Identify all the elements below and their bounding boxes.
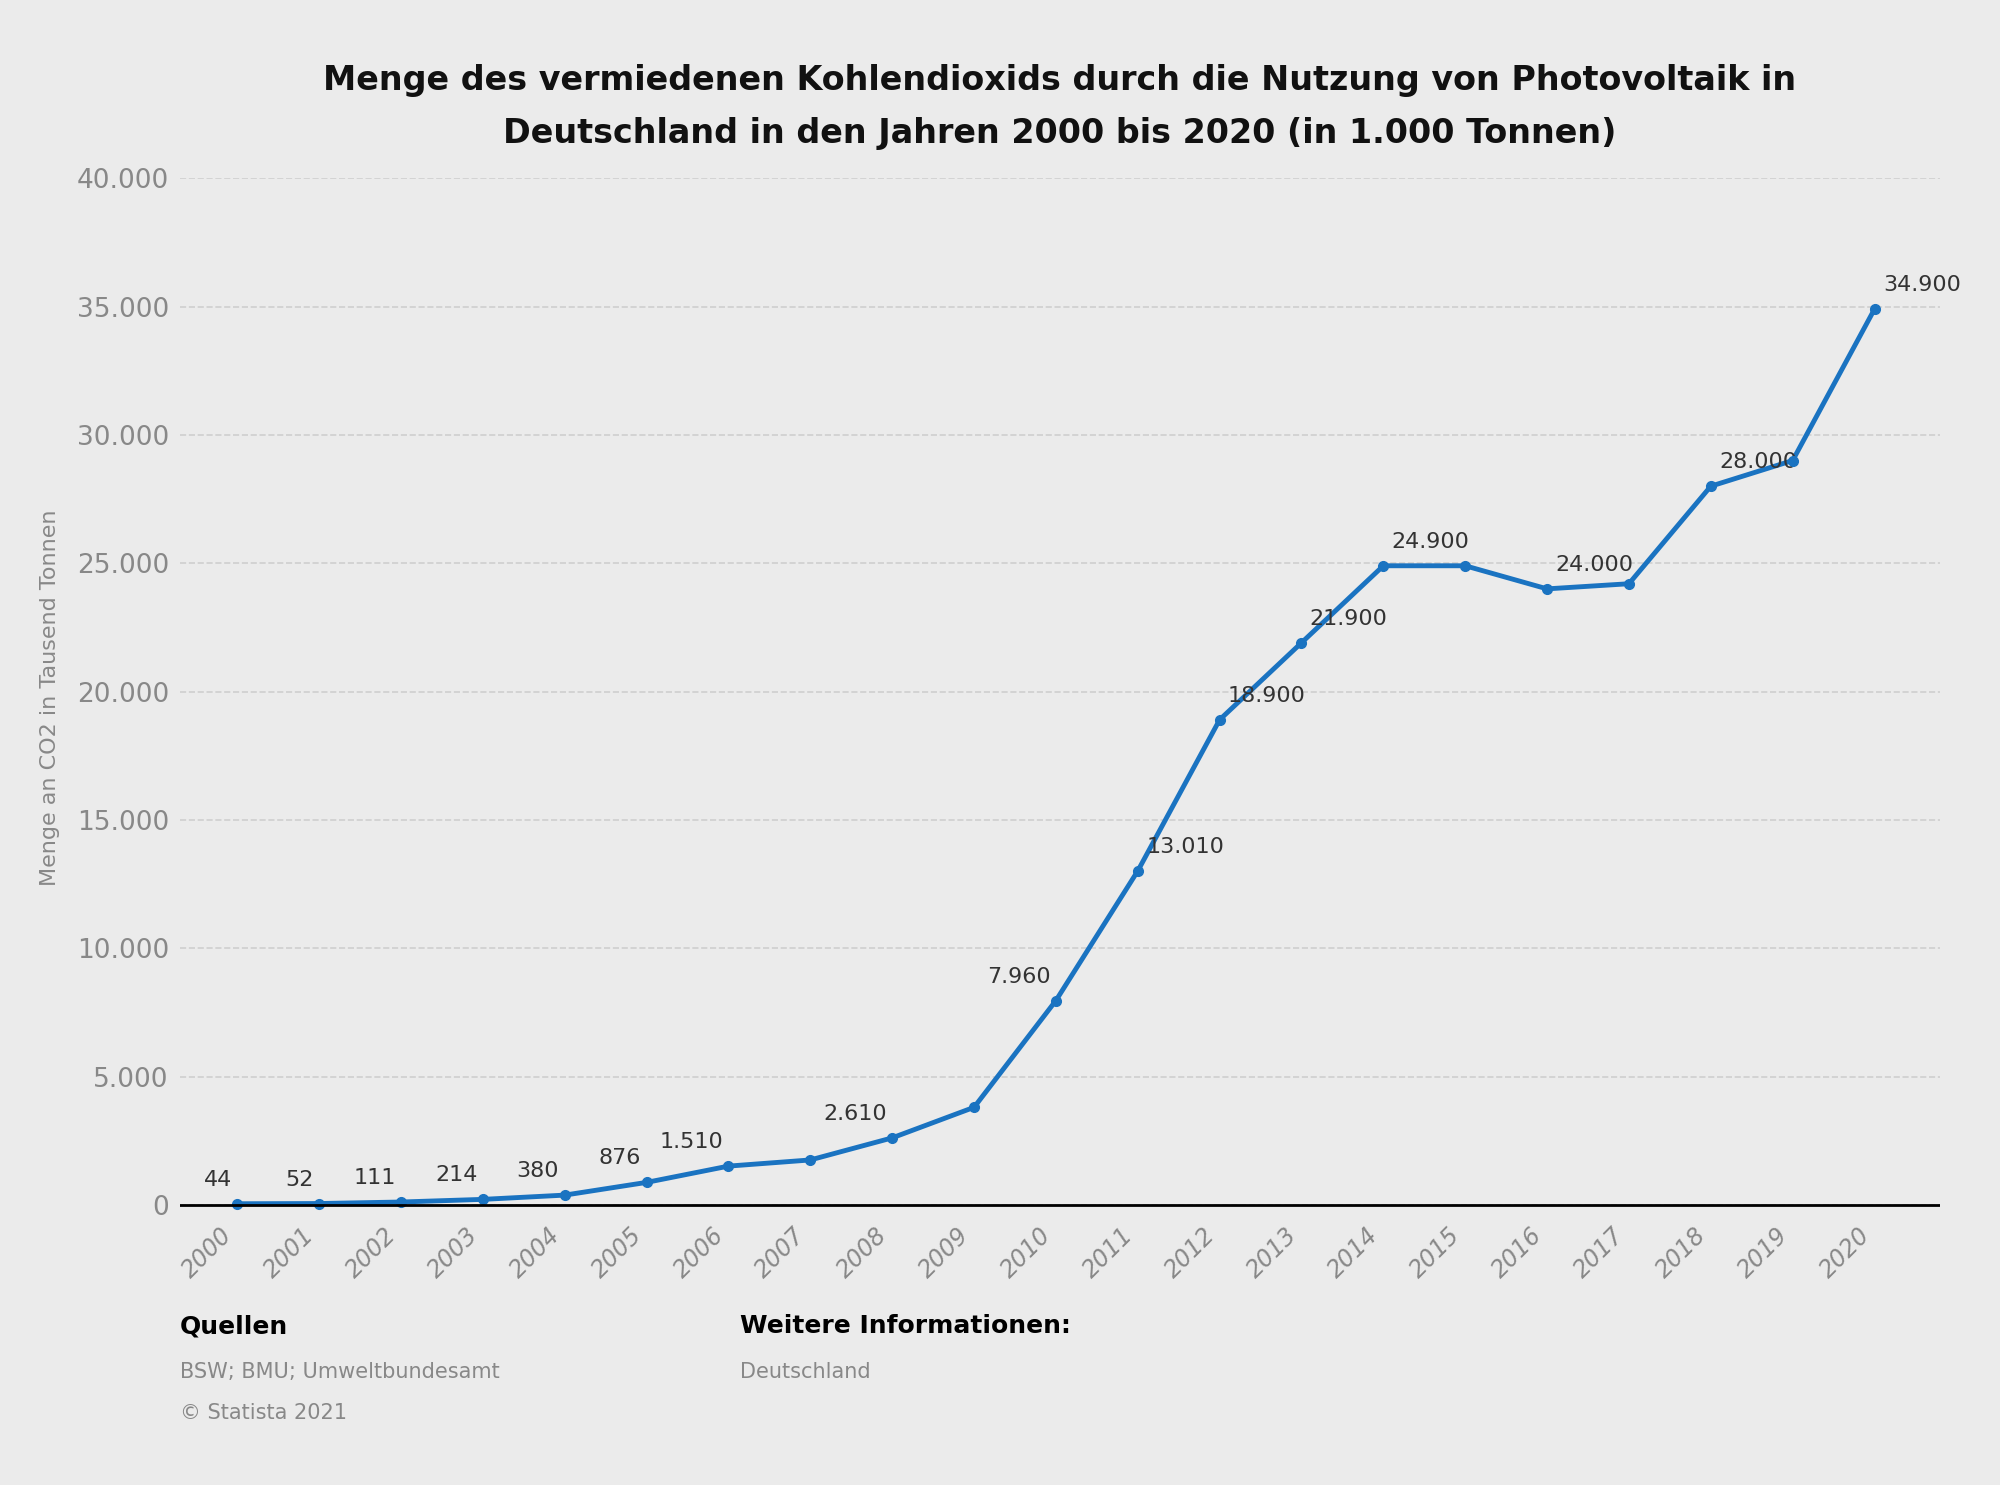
Text: 24.000: 24.000: [1556, 555, 1634, 575]
Text: BSW; BMU; Umweltbundesamt: BSW; BMU; Umweltbundesamt: [180, 1362, 500, 1381]
Title: Menge des vermiedenen Kohlendioxids durch die Nutzung von Photovoltaik in
Deutsc: Menge des vermiedenen Kohlendioxids durc…: [324, 64, 1796, 150]
Text: 380: 380: [516, 1161, 560, 1181]
Text: 111: 111: [354, 1169, 396, 1188]
Text: 7.960: 7.960: [986, 967, 1050, 986]
Text: 214: 214: [434, 1166, 478, 1185]
Text: 13.010: 13.010: [1146, 838, 1224, 857]
Text: 18.900: 18.900: [1228, 686, 1306, 705]
Text: Deutschland: Deutschland: [740, 1362, 870, 1381]
Text: 28.000: 28.000: [1720, 453, 1798, 472]
Text: 24.900: 24.900: [1392, 532, 1470, 552]
Text: © Statista 2021: © Statista 2021: [180, 1403, 348, 1423]
Text: 1.510: 1.510: [660, 1132, 722, 1152]
Text: Quellen: Quellen: [180, 1314, 288, 1338]
Text: 34.900: 34.900: [1882, 275, 1960, 296]
Text: 2.610: 2.610: [824, 1103, 886, 1124]
Text: 876: 876: [598, 1148, 642, 1169]
Text: 44: 44: [204, 1170, 232, 1189]
Text: 21.900: 21.900: [1310, 609, 1388, 628]
Text: 52: 52: [286, 1170, 314, 1189]
Text: Weitere Informationen:: Weitere Informationen:: [740, 1314, 1070, 1338]
Y-axis label: Menge an CO2 in Tausend Tonnen: Menge an CO2 in Tausend Tonnen: [40, 509, 60, 887]
